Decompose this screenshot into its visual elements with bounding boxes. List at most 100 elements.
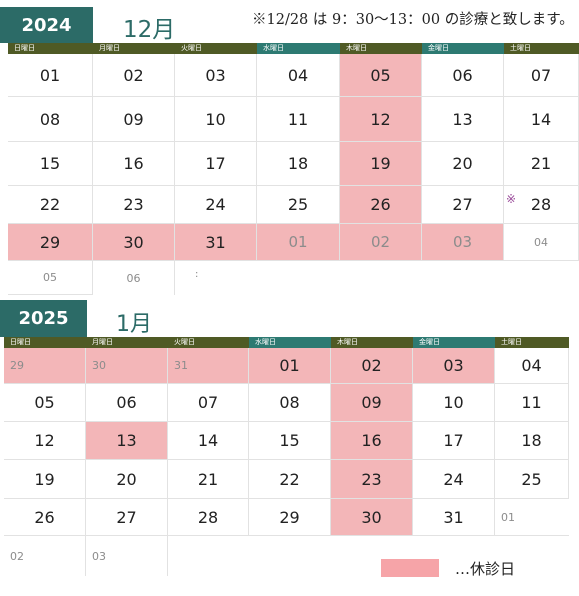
day-cell: 08 <box>249 384 331 422</box>
day-cell: 01 <box>8 54 93 97</box>
day-cell: 23 <box>93 186 175 224</box>
weekday-sun: 日曜日 <box>4 337 86 348</box>
closed-day-cell: 30 <box>86 348 168 384</box>
weekday-header-january: 日曜日 月曜日 火曜日 水曜日 木曜日 金曜日 土曜日 <box>4 337 569 348</box>
day-cell: 28 <box>168 499 249 536</box>
day-cell: 05 <box>8 261 93 295</box>
week-row: 12 13 14 15 16 17 18 <box>4 422 569 460</box>
day-cell: 24 <box>175 186 257 224</box>
weekday-thu: 木曜日 <box>340 43 422 54</box>
closed-day-cell: 03 <box>413 348 495 384</box>
closed-day-cell: 09 <box>331 384 413 422</box>
day-cell: 10 <box>175 97 257 142</box>
day-cell: 10 <box>413 384 495 422</box>
weekday-tue: 火曜日 <box>168 337 249 348</box>
week-row: 05 06 : <box>8 261 579 295</box>
closed-day-cell: 29 <box>8 224 93 261</box>
week-row: 19 20 21 22 23 24 25 <box>4 460 569 499</box>
day-cell: 15 <box>8 142 93 186</box>
day-cell: 01 <box>495 499 569 536</box>
week-row: 29 30 31 01 02 03 04 <box>8 224 579 261</box>
week-row: 22 23 24 25 26 27 ※ 28 <box>8 186 579 224</box>
day-cell: 18 <box>257 142 340 186</box>
legend-closed-label: …休診日 <box>455 560 516 578</box>
month-label-january: 1月 <box>116 312 152 337</box>
day-cell: 02 <box>93 54 175 97</box>
weekday-sat: 土曜日 <box>504 43 579 54</box>
day-cell: 14 <box>504 97 579 142</box>
day-cell: 25 <box>257 186 340 224</box>
day-cell: 21 <box>504 142 579 186</box>
day-cell: 07 <box>504 54 579 97</box>
weekday-fri: 金曜日 <box>413 337 495 348</box>
day-cell: 17 <box>413 422 495 460</box>
day-cell: 21 <box>168 460 249 499</box>
day-number: 28 <box>530 195 552 214</box>
day-cell: 20 <box>86 460 168 499</box>
weekday-fri: 金曜日 <box>422 43 504 54</box>
day-cell: 02 <box>4 536 86 576</box>
closed-day-cell: 16 <box>331 422 413 460</box>
day-cell: 17 <box>175 142 257 186</box>
closed-day-cell: 19 <box>340 142 422 186</box>
closed-day-cell: 02 <box>331 348 413 384</box>
day-cell: 11 <box>257 97 340 142</box>
week-row: 02 03 <box>4 536 569 576</box>
weekday-sat: 土曜日 <box>495 337 569 348</box>
special-hours-mark: ※ <box>506 192 517 206</box>
schedule-note: ※12/28 は 9：30～13：00 の診療と致します。 <box>252 12 574 28</box>
closed-day-cell: 31 <box>168 348 249 384</box>
day-cell: 09 <box>93 97 175 142</box>
closed-day-cell: 05 <box>340 54 422 97</box>
special-hours-day-cell: ※ 28 <box>504 186 579 224</box>
day-cell: 19 <box>4 460 86 499</box>
closed-day-cell: 26 <box>340 186 422 224</box>
closed-day-cell: 02 <box>340 224 422 261</box>
week-row: 05 06 07 08 09 10 11 <box>4 384 569 422</box>
closed-day-cell: 12 <box>340 97 422 142</box>
day-cell: 07 <box>168 384 249 422</box>
day-cell: 15 <box>249 422 331 460</box>
day-cell: 14 <box>168 422 249 460</box>
day-cell: 03 <box>86 536 168 576</box>
weekday-thu: 木曜日 <box>331 337 413 348</box>
day-cell: 27 <box>422 186 504 224</box>
week-row: 26 27 28 29 30 31 01 <box>4 499 569 536</box>
weekday-header-december: 日曜日 月曜日 火曜日 水曜日 木曜日 金曜日 土曜日 <box>8 43 579 54</box>
week-row: 15 16 17 18 19 20 21 <box>8 142 579 186</box>
closed-day-cell: 30 <box>331 499 413 536</box>
closed-day-cell: 01 <box>257 224 340 261</box>
day-cell: 04 <box>495 348 569 384</box>
closed-day-cell: 01 <box>249 348 331 384</box>
closed-day-cell: 31 <box>175 224 257 261</box>
year-badge-2025: 2025 <box>0 300 87 337</box>
legend-closed-swatch <box>381 559 439 577</box>
day-cell: 06 <box>422 54 504 97</box>
week-row: 29 30 31 01 02 03 04 <box>4 348 569 384</box>
day-cell: 04 <box>504 224 579 261</box>
day-cell: 29 <box>249 499 331 536</box>
week-row: 01 02 03 04 05 06 07 <box>8 54 579 97</box>
closed-day-cell: 23 <box>331 460 413 499</box>
day-cell: 26 <box>4 499 86 536</box>
day-cell: 13 <box>422 97 504 142</box>
day-cell: 18 <box>495 422 569 460</box>
day-cell: 12 <box>4 422 86 460</box>
day-cell: 06 <box>93 261 175 295</box>
closed-day-cell: 13 <box>86 422 168 460</box>
closed-day-cell: 03 <box>422 224 504 261</box>
day-cell: 24 <box>413 460 495 499</box>
day-cell: 16 <box>93 142 175 186</box>
calendar-grid-january: 29 30 31 01 02 03 04 05 06 07 08 09 10 1… <box>4 348 569 576</box>
day-cell: 25 <box>495 460 569 499</box>
day-cell: 06 <box>86 384 168 422</box>
weekday-sun: 日曜日 <box>8 43 93 54</box>
day-cell: 08 <box>8 97 93 142</box>
closed-day-cell: 30 <box>93 224 175 261</box>
weekday-mon: 月曜日 <box>93 43 175 54</box>
day-cell: 04 <box>257 54 340 97</box>
weekday-tue: 火曜日 <box>175 43 257 54</box>
year-badge-2024: 2024 <box>0 7 93 43</box>
day-cell: 31 <box>413 499 495 536</box>
calendar-grid-december: 01 02 03 04 05 06 07 08 09 10 11 12 13 1… <box>8 54 579 295</box>
